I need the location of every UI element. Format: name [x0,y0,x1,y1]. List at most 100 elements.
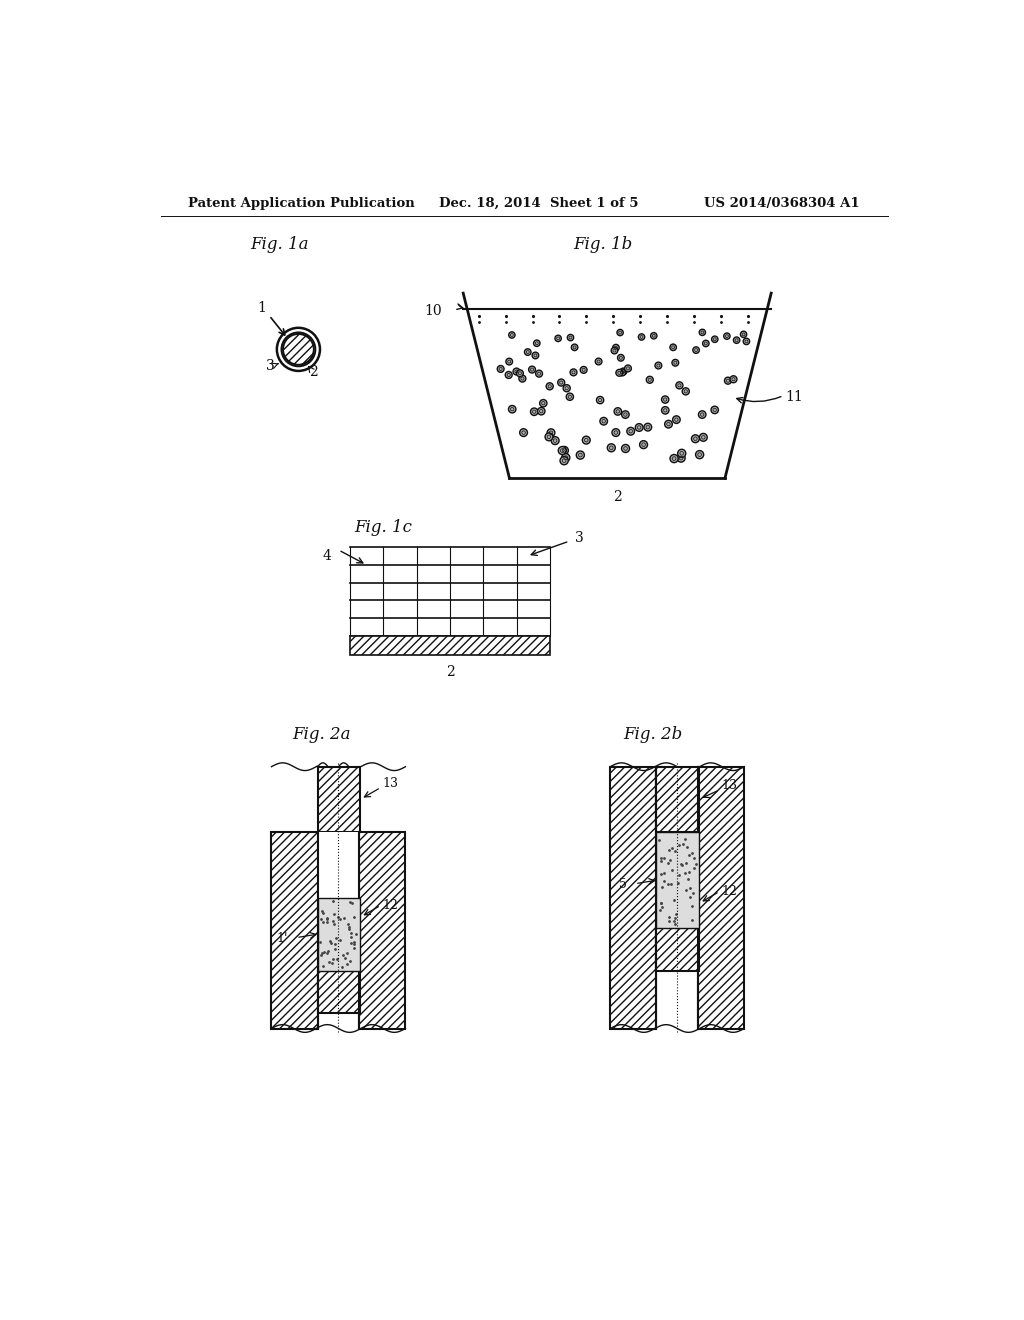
Circle shape [622,445,630,453]
Circle shape [612,429,620,437]
Circle shape [562,454,569,462]
Text: 11: 11 [785,391,803,404]
Circle shape [509,405,516,413]
Circle shape [677,454,685,462]
Circle shape [711,407,719,413]
Circle shape [536,370,543,378]
Text: Fig. 2a: Fig. 2a [292,726,351,743]
Circle shape [673,416,680,424]
Circle shape [282,333,315,367]
Circle shape [563,384,570,392]
Circle shape [558,446,566,454]
Circle shape [733,337,739,343]
Circle shape [646,376,653,383]
Bar [698,767,744,1028]
Circle shape [640,441,647,449]
Circle shape [509,331,515,338]
Text: 1': 1' [276,932,289,945]
Text: 12: 12 [721,884,737,898]
Circle shape [620,368,627,375]
Circle shape [534,341,540,346]
Circle shape [528,366,536,374]
Circle shape [698,411,706,418]
Bar [317,767,360,832]
Circle shape [595,358,602,364]
Bar [271,832,317,1028]
Circle shape [695,450,703,458]
Circle shape [625,366,632,372]
Circle shape [617,355,625,362]
Bar [610,767,656,1028]
Circle shape [505,371,512,379]
Circle shape [506,358,513,364]
Bar [317,832,360,898]
Circle shape [513,368,520,375]
Text: 13: 13 [382,777,398,791]
Circle shape [567,334,573,341]
Circle shape [596,396,604,404]
Circle shape [678,449,686,458]
Circle shape [699,433,708,441]
Circle shape [558,379,565,385]
Circle shape [655,362,662,368]
Text: 2: 2 [445,665,455,678]
Circle shape [555,335,561,342]
Circle shape [545,433,553,441]
Text: 2: 2 [309,366,318,379]
Text: Patent Application Publication: Patent Application Publication [188,197,415,210]
Circle shape [730,376,737,383]
Bar [656,832,698,928]
Circle shape [650,333,657,339]
Text: 3: 3 [575,531,584,545]
Circle shape [702,341,709,347]
Circle shape [724,333,730,339]
Circle shape [682,388,689,395]
Circle shape [276,327,319,371]
Circle shape [676,381,683,389]
Circle shape [570,368,577,376]
Circle shape [743,338,750,345]
Text: 4: 4 [323,549,332,564]
Text: Fig. 1a: Fig. 1a [250,236,308,253]
Circle shape [662,396,669,403]
Bar [317,898,360,970]
Text: Fig. 1c: Fig. 1c [354,520,412,536]
Circle shape [638,334,645,341]
Text: Fig. 1b: Fig. 1b [573,236,633,253]
Circle shape [670,454,678,462]
Text: 12: 12 [382,899,398,912]
Text: Fig. 2b: Fig. 2b [624,726,683,743]
Circle shape [532,352,539,359]
Circle shape [607,444,615,451]
Circle shape [627,428,635,436]
Text: 2: 2 [612,490,622,504]
Circle shape [622,411,629,418]
Bar [317,970,360,1014]
Bar [656,767,698,832]
Circle shape [615,370,623,376]
Circle shape [540,400,547,407]
Text: Dec. 18, 2014  Sheet 1 of 5: Dec. 18, 2014 Sheet 1 of 5 [438,197,638,210]
Circle shape [662,407,669,414]
Circle shape [670,345,677,351]
Circle shape [516,370,523,376]
Circle shape [600,417,607,425]
Circle shape [530,408,538,416]
Circle shape [551,437,559,445]
Circle shape [560,446,568,454]
Circle shape [283,334,313,364]
Bar [350,636,550,655]
Circle shape [699,329,706,335]
Circle shape [571,345,578,351]
Circle shape [583,436,590,444]
Circle shape [283,334,313,364]
Bar [656,928,698,970]
Circle shape [712,337,718,342]
Circle shape [546,383,553,389]
Circle shape [611,347,617,354]
Text: 13: 13 [721,779,737,792]
Circle shape [520,429,527,437]
Circle shape [566,393,573,400]
Circle shape [612,345,620,351]
Circle shape [547,429,555,437]
